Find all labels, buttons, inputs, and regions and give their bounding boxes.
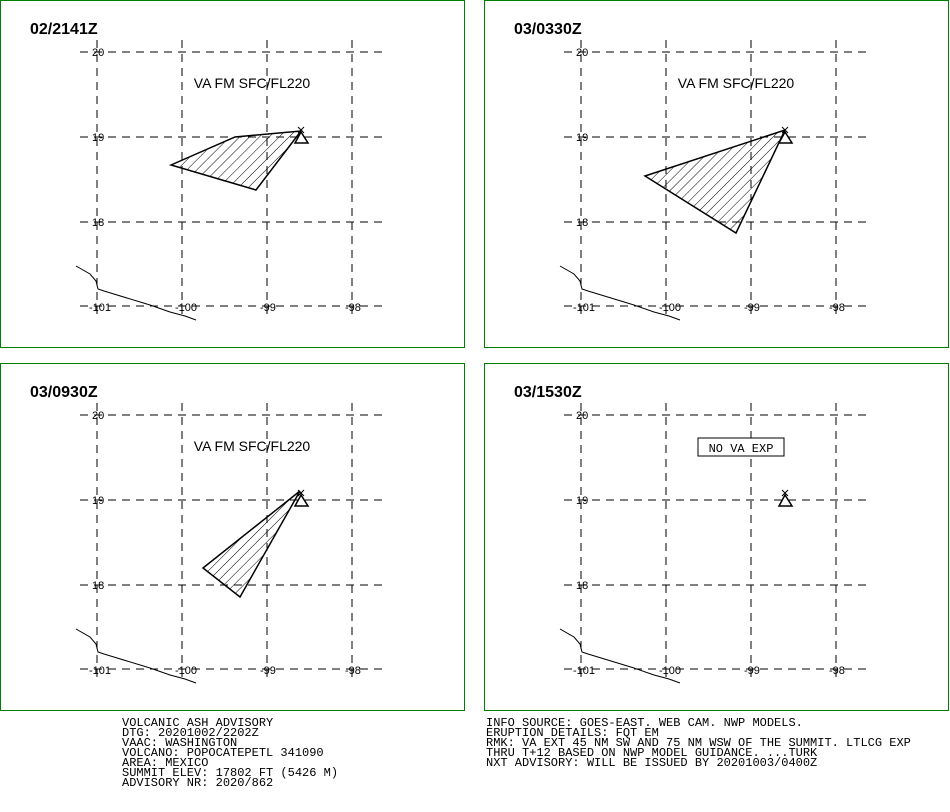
- lon-label: -100: [175, 302, 197, 314]
- lon-label: -100: [659, 665, 681, 677]
- lon-label: -101: [89, 302, 111, 314]
- lat-label: 18: [92, 580, 104, 592]
- lat-label: 20: [576, 410, 588, 422]
- lat-label: 18: [576, 217, 588, 229]
- panel-border: [484, 0, 949, 348]
- ash-label: VA FM SFC/FL220: [194, 438, 311, 454]
- lat-label: 19: [92, 495, 104, 507]
- volcano-mark: [781, 489, 789, 497]
- lon-label: -98: [345, 665, 361, 677]
- lat-label: 18: [576, 580, 588, 592]
- lat-label: 19: [576, 495, 588, 507]
- lat-label: 19: [576, 132, 588, 144]
- lon-label: -98: [829, 665, 845, 677]
- volcano: [777, 130, 794, 144]
- advisory-line: ERUPTION DETAILS: FQT EM: [486, 726, 659, 740]
- lat-label: 19: [92, 132, 104, 144]
- lon-label: -101: [89, 665, 111, 677]
- advisory-line: VOLCANIC ASH ADVISORY: [122, 716, 273, 730]
- coastline: [75, 628, 197, 684]
- label-box: [697, 437, 785, 457]
- advisory-line: VAAC: WASHINGTON: [122, 736, 237, 750]
- advisory-line: ADVISORY NR: 2020/862: [122, 776, 273, 790]
- lon-label: -99: [744, 665, 760, 677]
- lon-label: -101: [573, 665, 595, 677]
- coastline: [559, 265, 681, 321]
- advisory-line: DTG: 20201002/2202Z: [122, 726, 259, 740]
- lon-label: -99: [744, 302, 760, 314]
- lon-label: -98: [829, 302, 845, 314]
- advisory-line: SUMMIT ELEV: 17802 FT (5426 M): [122, 766, 338, 780]
- map-panel: -101 -100 -99 -98 20 19 18 02/2141Z VA FM SFC/FL…: [0, 0, 465, 348]
- lon-label: -100: [659, 302, 681, 314]
- lon-label: -100: [175, 665, 197, 677]
- panel-time: 03/0330Z: [514, 21, 582, 38]
- lat-label: 20: [92, 47, 104, 59]
- volcano-mark: [297, 126, 305, 134]
- advisory-line: INFO SOURCE: GOES-EAST. WEB CAM. NWP MOD…: [486, 716, 803, 730]
- advisory-line: THRU T+12 BASED ON NWP MODEL GUIDANCE. .…: [486, 746, 818, 760]
- map-panel: -101 -100 -99 -98 20 19 18 03/0330Z VA FM SFC/FL…: [484, 0, 949, 348]
- panel-border: [0, 363, 465, 711]
- panel-time: 03/1530Z: [514, 384, 582, 401]
- lon-label: -99: [260, 665, 276, 677]
- volcano-mark: [297, 489, 305, 497]
- advisory-line: NXT ADVISORY: WILL BE ISSUED BY 20201003…: [486, 756, 817, 770]
- advisory-line: AREA: MEXICO: [122, 756, 208, 770]
- coastline: [75, 265, 197, 321]
- coastline: [559, 628, 681, 684]
- map-panel: -101 -100 -99 -98 20 19 18 03/1530Z NO VA EXP: [484, 363, 949, 711]
- panel-time: 03/0930Z: [30, 384, 98, 401]
- map-panel: -101 -100 -99 -98 20 19 18 03/0930Z VA FM SFC/FL…: [0, 363, 465, 711]
- ash-label: VA FM SFC/FL220: [194, 75, 311, 91]
- ash-area: [201, 490, 301, 599]
- volcano: [777, 493, 794, 507]
- lon-label: -99: [260, 302, 276, 314]
- panel-time: 02/2141Z: [30, 21, 98, 38]
- advisory-line: RMK: VA EXT 45 NM SW AND 75 NM WSW OF TH…: [486, 736, 911, 750]
- volcano: [293, 130, 310, 144]
- panel-border: [0, 0, 465, 348]
- panel-border: [484, 363, 949, 711]
- ash-area: [643, 128, 787, 235]
- lon-label: -98: [345, 302, 361, 314]
- ash-label: VA FM SFC/FL220: [678, 75, 795, 91]
- volcano: [293, 493, 310, 507]
- no-ash-label: NO VA EXP: [709, 442, 774, 456]
- advisory-line: VOLCANO: POPOCATEPETL 341090: [122, 746, 324, 760]
- lat-label: 18: [92, 217, 104, 229]
- volcano-mark: [781, 126, 789, 134]
- lon-label: -101: [573, 302, 595, 314]
- lat-label: 20: [92, 410, 104, 422]
- lat-label: 20: [576, 47, 588, 59]
